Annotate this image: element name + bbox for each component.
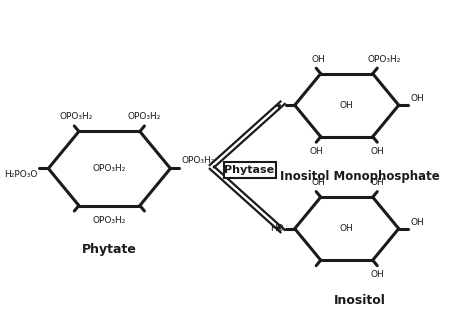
Text: OH: OH <box>310 147 323 156</box>
Text: OH: OH <box>340 101 354 110</box>
Text: OPO₃H₂: OPO₃H₂ <box>128 112 161 121</box>
Text: OPO₃H₂: OPO₃H₂ <box>367 54 401 64</box>
Text: OPO₃H₂: OPO₃H₂ <box>93 216 126 225</box>
Text: OPO₃H₂: OPO₃H₂ <box>93 164 126 173</box>
Text: OPO₃H₂: OPO₃H₂ <box>60 112 93 121</box>
Text: Phytate: Phytate <box>82 243 137 256</box>
Bar <box>224 162 275 178</box>
Text: OH: OH <box>410 218 424 227</box>
Text: OH: OH <box>340 224 354 233</box>
Text: OPO₃H₂: OPO₃H₂ <box>182 156 215 165</box>
Text: HO: HO <box>270 224 283 233</box>
Text: OH: OH <box>370 270 384 279</box>
Text: OH: OH <box>311 178 325 187</box>
Text: Inositol Monophosphate: Inositol Monophosphate <box>281 170 440 183</box>
Text: OH: OH <box>370 178 384 187</box>
Text: H₂PO₃O: H₂PO₃O <box>4 170 37 179</box>
Text: OH: OH <box>410 94 424 103</box>
Text: Phytase: Phytase <box>225 165 274 175</box>
Text: OH: OH <box>370 148 384 156</box>
Text: Inositol: Inositol <box>334 294 386 307</box>
Text: OH: OH <box>311 54 325 64</box>
